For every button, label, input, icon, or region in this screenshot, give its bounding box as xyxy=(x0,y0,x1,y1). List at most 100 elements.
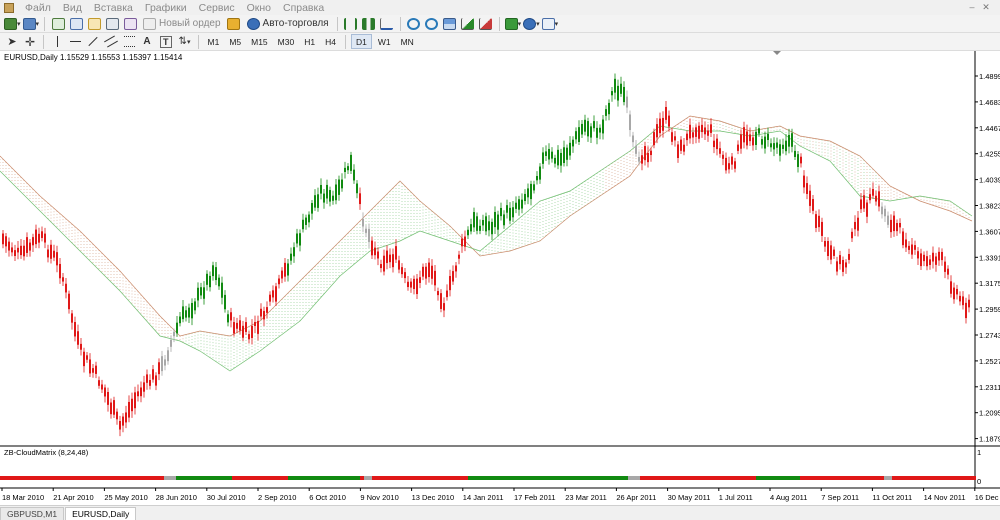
new-order-button[interactable]: Новый ордер xyxy=(140,16,224,31)
data-window-button[interactable] xyxy=(68,16,84,31)
candle-body xyxy=(764,136,766,149)
candle-body xyxy=(683,144,685,152)
templates-button[interactable]: ▾ xyxy=(541,16,558,31)
candle-body xyxy=(296,233,298,244)
bar-chart-button[interactable] xyxy=(343,16,359,31)
price-label: 1.23110 xyxy=(979,383,1000,392)
indicator-segment xyxy=(568,476,572,480)
candle-body xyxy=(674,136,676,141)
menu-insert[interactable]: Вставка xyxy=(93,1,133,14)
timeframe-mn-button[interactable]: MN xyxy=(400,36,414,47)
cursor-button[interactable]: ➤ xyxy=(4,34,20,49)
new-chart-button[interactable]: ▾ xyxy=(4,16,21,31)
indicators-button[interactable]: ▾ xyxy=(504,16,521,31)
timeframe-h1-button[interactable]: H1 xyxy=(304,36,316,47)
candle-body xyxy=(965,302,967,319)
fibonacci-button[interactable] xyxy=(121,34,137,49)
chart-shift-button[interactable] xyxy=(478,16,494,31)
candle-body xyxy=(632,135,634,143)
timeframe-w1-button[interactable]: W1 xyxy=(377,36,391,47)
date-label: 14 Nov 2011 xyxy=(924,493,966,502)
price-label: 1.40390 xyxy=(979,176,1000,185)
candle-body xyxy=(761,139,763,145)
indicator-segment xyxy=(972,476,976,480)
timeframe-h4-button[interactable]: H4 xyxy=(325,36,336,47)
timeframe-m1-button[interactable]: M1 xyxy=(207,36,220,47)
candle-body xyxy=(680,139,682,151)
indicator-segment xyxy=(624,476,628,480)
vertical-line-button[interactable] xyxy=(49,34,65,49)
candle-body xyxy=(128,401,130,418)
indicator-segment xyxy=(152,476,156,480)
chart-window[interactable]: 1.48990 1.46830 1.44670 1.42550 1.40390 1.382… xyxy=(0,51,1000,505)
trendline-button[interactable] xyxy=(85,34,101,49)
symbol-info: EURUSD,Daily 1.15529 1.15553 1.15397 1.1… xyxy=(4,53,183,62)
indicator-segment xyxy=(812,476,816,480)
horizontal-line-button[interactable] xyxy=(67,34,83,49)
price-label: 1.42550 xyxy=(979,150,1000,159)
candle-body xyxy=(215,267,217,281)
timeframe-d1-button[interactable]: D1 xyxy=(350,34,372,49)
candlestick-button[interactable] xyxy=(361,16,377,31)
indicator-segment xyxy=(120,476,124,480)
indicator-segment xyxy=(320,476,324,480)
candle-body xyxy=(365,228,367,233)
price-chart[interactable]: 1.48990 1.46830 1.44670 1.42550 1.40390 1.382… xyxy=(0,51,1000,505)
indicator-segment xyxy=(876,476,880,480)
indicator-segment xyxy=(728,476,732,480)
candle-body xyxy=(854,221,856,230)
candle-body xyxy=(923,254,925,262)
menu-charts[interactable]: Графики xyxy=(144,1,187,14)
crosshair-button[interactable]: ✛ xyxy=(22,34,38,49)
metaeditor-button[interactable] xyxy=(226,16,242,31)
label-tool-button[interactable]: T xyxy=(157,34,175,49)
tab-gbpusd[interactable]: GBPUSD,M1 xyxy=(0,507,65,520)
timeframe-m15-button[interactable]: M15 xyxy=(251,36,268,47)
minimize-icon[interactable]: – xyxy=(969,2,975,12)
indicator-segment xyxy=(752,476,756,480)
periods-button[interactable]: ▾ xyxy=(523,16,540,31)
strategy-tester-button[interactable] xyxy=(122,16,138,31)
zoom-out-button[interactable] xyxy=(424,16,440,31)
menu-file[interactable]: Файл xyxy=(25,1,51,14)
candle-body xyxy=(671,132,673,142)
app-icon xyxy=(4,2,14,13)
candle-body xyxy=(803,175,805,188)
autoscroll-button[interactable] xyxy=(460,16,476,31)
menu-window[interactable]: Окно xyxy=(246,1,271,14)
candle-body xyxy=(737,144,739,151)
candle-body xyxy=(377,251,379,259)
terminal-button[interactable] xyxy=(104,16,120,31)
candle-body xyxy=(911,244,913,255)
line-chart-button[interactable] xyxy=(379,16,395,31)
tile-windows-button[interactable] xyxy=(442,16,458,31)
date-label: 21 Apr 2010 xyxy=(53,493,93,502)
menu-tools[interactable]: Сервис xyxy=(198,1,235,14)
candle-body xyxy=(332,195,334,201)
indicator-segment xyxy=(668,476,672,480)
arrows-button[interactable]: ⇅ ▾ xyxy=(178,36,191,47)
candle-body xyxy=(545,151,547,156)
auto-trading-button[interactable]: Авто-торговля xyxy=(244,16,332,31)
text-tool-button[interactable]: A xyxy=(139,34,155,49)
menu-help[interactable]: Справка xyxy=(282,1,325,14)
indicator-segment xyxy=(72,476,76,480)
navigator-button[interactable] xyxy=(86,16,102,31)
candle-body xyxy=(212,265,214,277)
timeframe-m30-button[interactable]: M30 xyxy=(277,36,295,47)
menu-view[interactable]: Вид xyxy=(62,1,82,14)
market-watch-button[interactable] xyxy=(50,16,66,31)
auto-trading-label: Авто-торговля xyxy=(262,18,329,29)
candle-body xyxy=(656,124,658,138)
tab-eurusd[interactable]: EURUSD,Daily xyxy=(65,507,137,520)
timeframe-m5-button[interactable]: M5 xyxy=(229,36,242,47)
profiles-button[interactable]: ▾ xyxy=(22,16,39,31)
equidistant-channel-button[interactable] xyxy=(103,34,119,49)
close-icon[interactable]: ✕ xyxy=(982,2,990,12)
candle-body xyxy=(878,191,880,207)
zoom-in-button[interactable] xyxy=(406,16,422,31)
price-label: 1.20950 xyxy=(979,409,1000,418)
indicator-segment xyxy=(212,476,216,480)
clock-icon xyxy=(523,17,537,30)
candle-body xyxy=(782,144,784,149)
